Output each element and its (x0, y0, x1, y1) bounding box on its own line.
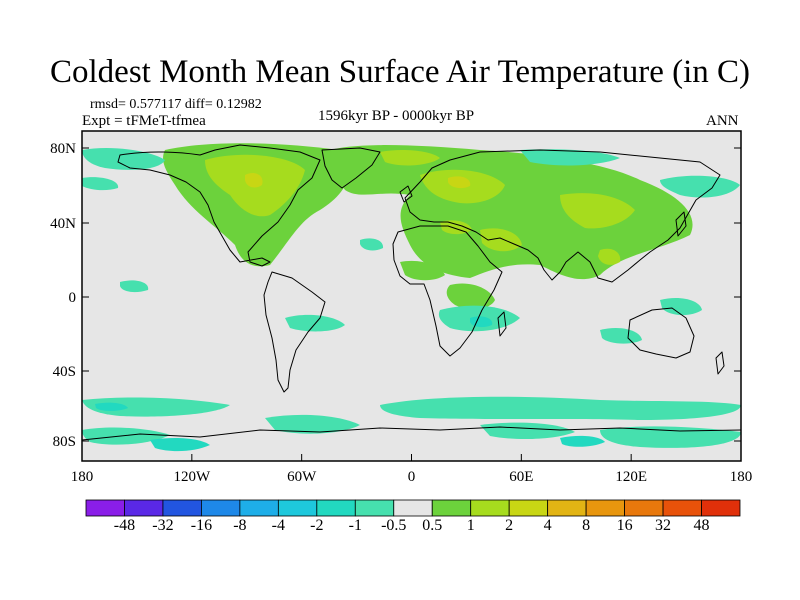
colorbar-swatch (431, 499, 472, 517)
antarctica-outline (81, 426, 742, 441)
lat-label: 40N (50, 216, 76, 232)
greenland-outline (321, 147, 381, 189)
lat-label: 40S (53, 364, 76, 380)
chart-title: Coldest Month Mean Surface Air Temperatu… (50, 54, 750, 90)
lat-label: 80N (50, 141, 76, 157)
madagascar-outline (497, 311, 507, 337)
colorbar-label: 1 (466, 517, 475, 534)
colorbar-swatch (277, 499, 318, 517)
lon-label: 120E (615, 469, 647, 485)
season-label: ANN (706, 113, 739, 129)
lat-label: 0 (69, 290, 77, 306)
cooler-anomaly-region (95, 316, 605, 452)
colorbar-swatch (162, 499, 202, 517)
colorbar-swatch (470, 499, 510, 517)
colorbar-swatch (393, 499, 433, 517)
cool-anomaly-region (82, 148, 741, 448)
lat-label: 80S (53, 434, 76, 450)
lon-label: 0 (408, 469, 416, 485)
new-zealand-outline (715, 351, 725, 375)
colorbar-label: 0.5 (422, 517, 443, 534)
colorbar-label: -4 (271, 517, 285, 534)
colorbar (85, 499, 741, 517)
colorbar-swatch (547, 499, 587, 517)
uk-outline (399, 185, 413, 203)
colorbar-label: 4 (543, 517, 552, 534)
australia-outline (627, 307, 695, 359)
colorbar-label: -48 (113, 517, 136, 534)
map-panel: 80N 40N 0 40S 80S 180 120W 60W 0 60E 120E 180 (50, 130, 753, 485)
colorbar-label: 16 (616, 517, 633, 534)
lon-label: 180 (71, 469, 94, 485)
longitude-axis: 180 120W 60W 0 60E 120E 180 (71, 454, 753, 485)
colorbar-label: 32 (655, 517, 672, 534)
north-america-outline (117, 144, 321, 267)
south-america-outline (263, 271, 326, 393)
colorbar-swatch (354, 499, 395, 517)
colorbar-swatch (585, 499, 625, 517)
colorbar-swatch (124, 499, 164, 517)
period-label: 1596kyr BP - 0000kyr BP (318, 108, 475, 124)
colorbar-label: -2 (310, 517, 324, 534)
strong-warm-anomaly-region (245, 173, 471, 189)
experiment-label: Expt = tFMeT-tfmea (82, 113, 206, 129)
colorbar-label: 2 (505, 517, 514, 534)
colorbar-swatch (508, 499, 549, 517)
colorbar-swatch (239, 499, 279, 517)
lon-label: 60E (509, 469, 533, 485)
colorbar-label: -0.5 (381, 517, 407, 534)
colorbar-swatch (701, 499, 741, 517)
colorbar-label: -1 (348, 517, 362, 534)
colorbar-label: -16 (190, 517, 213, 534)
latitude-axis: 80N 40N 0 40S 80S (50, 141, 741, 450)
colorbar-label: 48 (693, 517, 710, 534)
colorbar-swatch (201, 499, 241, 517)
colorbar-label: -8 (233, 517, 247, 534)
colorbar-swatch (85, 499, 125, 517)
lon-label: 60W (287, 469, 317, 485)
colorbar-swatch (316, 499, 356, 517)
colorbar-label: -32 (152, 517, 174, 534)
europe-asia-outline (404, 149, 721, 283)
stats-label: rmsd= 0.577117 diff= 0.12982 (90, 97, 262, 112)
japan-outline (675, 211, 687, 237)
colorbar-swatch (624, 499, 664, 517)
colorbar-label: 8 (582, 517, 591, 534)
coastlines (81, 144, 742, 441)
africa-outline (392, 225, 503, 357)
lon-label: 180 (730, 469, 753, 485)
lon-label: 120W (173, 469, 211, 485)
colorbar-swatch (662, 499, 702, 517)
